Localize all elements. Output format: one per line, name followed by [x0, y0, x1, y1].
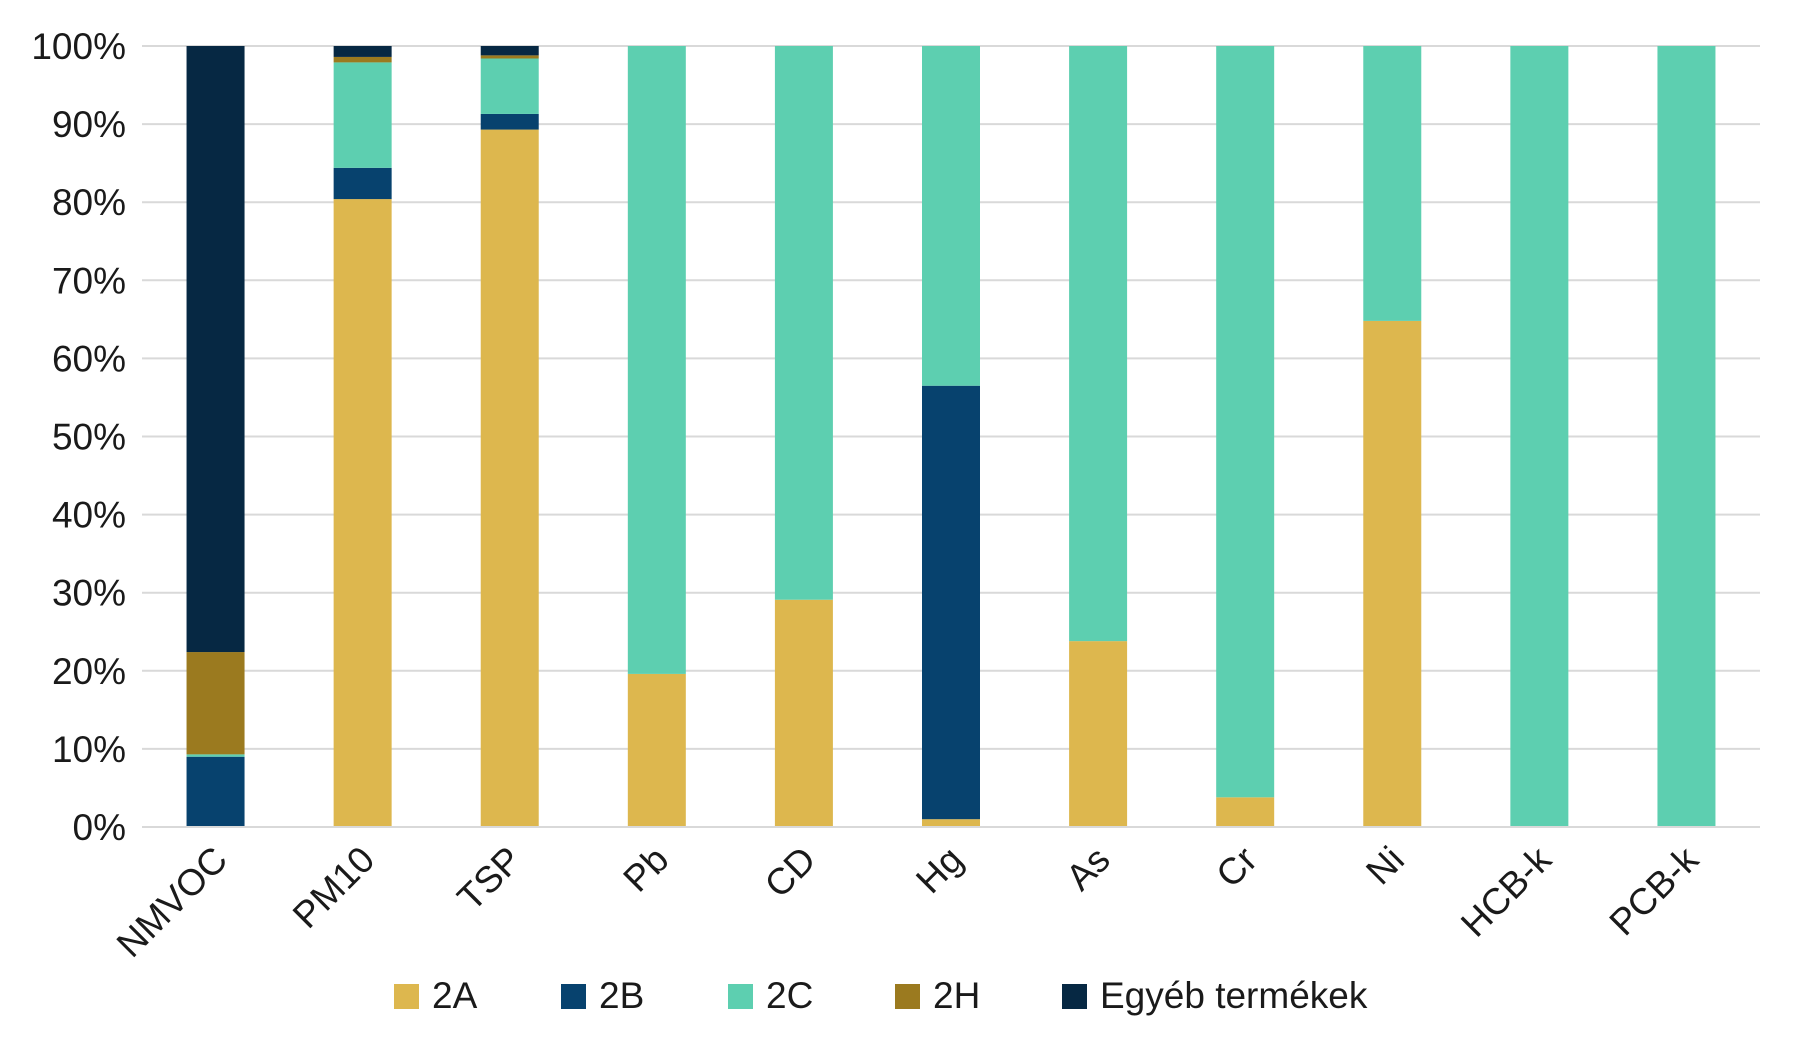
bar-segment-pb-2c	[627, 46, 686, 674]
legend-swatch	[728, 984, 753, 1009]
x-tick-label: As	[1058, 839, 1118, 899]
bar-segment-pm10-2b	[333, 167, 392, 200]
legend-label: 2H	[933, 975, 980, 1016]
y-tick-label: 40%	[52, 495, 126, 536]
y-tick-label: 90%	[52, 104, 126, 145]
y-tick-label: 50%	[52, 417, 126, 458]
y-tick-label: 10%	[52, 729, 126, 770]
bar-segment-as-2c	[1069, 46, 1128, 642]
legend-swatch	[561, 984, 586, 1009]
y-tick-label: 30%	[52, 573, 126, 614]
bar-segment-pb-2a	[627, 673, 686, 827]
bar-segment-cd-2a	[774, 599, 833, 827]
bar-segment-nmvoc-2b	[186, 756, 245, 827]
legend-label: 2C	[766, 975, 813, 1016]
bar-segment-nmvoc-egyéb-termékek	[186, 46, 245, 653]
bar-segment-as-2a	[1069, 641, 1128, 827]
bar-segment-nmvoc-2c	[186, 754, 245, 757]
y-tick-label: 60%	[52, 338, 126, 379]
x-tick-label: Pb	[615, 839, 676, 900]
x-tick-label: Ni	[1358, 839, 1412, 893]
bar-segment-ni-2a	[1363, 320, 1422, 827]
x-tick-label: PCB-k	[1602, 838, 1707, 943]
bar-segment-nmvoc-2h	[186, 652, 245, 755]
legend-label: Egyéb termékek	[1100, 975, 1368, 1016]
legend-swatch	[394, 984, 419, 1009]
x-tick-label: Hg	[908, 839, 970, 901]
bar-segment-pm10-2h	[333, 56, 392, 63]
bar-segment-hg-2c	[922, 46, 980, 386]
legend-label: 2B	[599, 975, 644, 1016]
bar-segment-hcb-k-2c	[1510, 46, 1569, 827]
bar-segment-cr-2a	[1216, 797, 1275, 827]
x-axis: NMVOC PM10 TSP Pb CD Hg As Cr Ni HCB-k PCB-k	[109, 838, 1707, 965]
bar-segment-tsp-2c	[480, 58, 539, 114]
bar-segment-hg-2a	[922, 819, 980, 827]
y-tick-label: 100%	[31, 26, 126, 67]
x-tick-label: HCB-k	[1453, 838, 1559, 944]
bar-segment-cr-2c	[1216, 46, 1275, 798]
x-tick-label: Cr	[1208, 839, 1265, 896]
bar-segment-hg-2b	[922, 385, 980, 820]
y-tick-label: 70%	[52, 260, 126, 301]
bar-segment-pm10-egyéb-termékek	[333, 46, 392, 57]
bar-segment-tsp-egyéb-termékek	[480, 46, 539, 56]
legend-swatch	[895, 984, 920, 1009]
bar-segment-tsp-2h	[480, 55, 539, 59]
y-tick-label: 0%	[73, 807, 126, 848]
legend-label: 2A	[432, 975, 478, 1016]
bar-segment-tsp-2a	[480, 129, 539, 827]
bar-segment-ni-2c	[1363, 46, 1422, 321]
y-tick-label: 20%	[52, 651, 126, 692]
x-tick-label: CD	[757, 839, 824, 906]
bar-segment-pm10-2c	[333, 62, 392, 168]
legend-swatch	[1062, 984, 1087, 1009]
legend: 2A 2B 2C 2H Egyéb termékek	[394, 975, 1368, 1016]
bars	[186, 46, 1716, 828]
bar-segment-pm10-2a	[333, 199, 392, 828]
x-tick-label: NMVOC	[109, 839, 235, 965]
bar-segment-pcb-k-2c	[1657, 46, 1716, 827]
y-axis: 0% 10% 20% 30% 40% 50% 60% 70% 80% 90% 100%	[31, 26, 126, 848]
x-tick-label: PM10	[285, 839, 382, 936]
bar-segment-cd-2c	[774, 46, 833, 600]
x-tick-label: TSP	[450, 839, 530, 919]
y-tick-label: 80%	[52, 182, 126, 223]
bar-segment-tsp-2b	[480, 113, 539, 130]
